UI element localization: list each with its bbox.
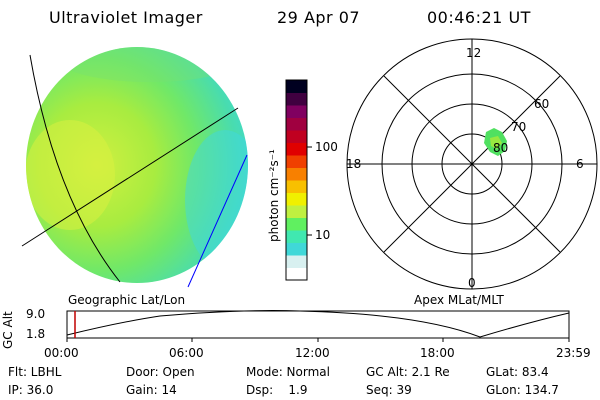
auroral-image — [21, 47, 248, 288]
mlt-label-12: 12 — [466, 46, 482, 60]
colorbar-segment — [286, 167, 307, 181]
colorbar-segment — [286, 205, 307, 218]
altitude-xtick: 12:00 — [295, 346, 330, 360]
status-glon: GLon: 134.7 — [486, 383, 559, 397]
colorbar-segment — [286, 105, 307, 118]
mlt-label-18: 18 — [346, 157, 362, 171]
image-caption: Geographic Lat/Lon — [68, 293, 186, 307]
colorbar-unit-label: photon cm⁻²s⁻¹ — [267, 149, 281, 242]
status-door: Door: Open — [126, 365, 195, 379]
altitude-xtick: 18:00 — [420, 346, 455, 360]
colorbar-tick-100: 100 — [315, 140, 338, 154]
altitude-xtick: 23:59 — [556, 346, 591, 360]
colorbar-segment — [286, 80, 307, 93]
colorbar-segment — [286, 192, 307, 206]
altitude-xtick: 06:00 — [169, 346, 204, 360]
polar-caption: Apex MLat/MLT — [414, 293, 504, 307]
colorbar-segment — [286, 155, 307, 168]
lat-label-60: 60 — [534, 97, 550, 111]
colorbar-segment — [286, 130, 307, 143]
colorbar-segment — [286, 92, 307, 106]
colorbar-tick-10: 10 — [315, 228, 331, 242]
date-label: 29 Apr 07 — [277, 8, 361, 27]
polar-plot — [346, 38, 598, 290]
mlt-label-0: 0 — [468, 276, 476, 290]
status-seq: Seq: 39 — [366, 383, 412, 397]
status-gain: Gain: 14 — [126, 383, 177, 397]
altitude-ylabel: GC Alt — [1, 311, 15, 349]
colorbar — [286, 80, 307, 281]
status-dsp: Dsp: 1.9 — [246, 383, 308, 397]
mlt-label-6: 6 — [576, 157, 584, 171]
altitude-plot — [66, 310, 570, 342]
status-mode: Mode: Normal — [246, 365, 330, 379]
colorbar-segment — [286, 117, 307, 131]
altitude-ytick-min: 1.8 — [26, 327, 46, 341]
status-glat: GLat: 83.4 — [486, 365, 549, 379]
lat-label-80: 80 — [493, 141, 509, 155]
colorbar-segment — [286, 180, 307, 193]
colorbar-segment — [286, 255, 307, 268]
status-ip: IP: 36.0 — [8, 383, 54, 397]
time-label: 00:46:21 UT — [427, 8, 531, 27]
status-filter: Flt: LBHL — [8, 365, 62, 379]
colorbar-segment — [286, 267, 307, 281]
colorbar-segment — [286, 230, 307, 243]
colorbar-segment — [286, 242, 307, 256]
colorbar-segment — [286, 217, 307, 231]
lat-label-70: 70 — [511, 120, 527, 134]
instrument-title: Ultraviolet Imager — [49, 8, 203, 27]
altitude-xtick: 00:00 — [44, 346, 79, 360]
altitude-ytick-max: 9.0 — [26, 307, 46, 321]
status-gc-alt: GC Alt: 2.1 Re — [366, 365, 450, 379]
colorbar-segment — [286, 142, 307, 156]
